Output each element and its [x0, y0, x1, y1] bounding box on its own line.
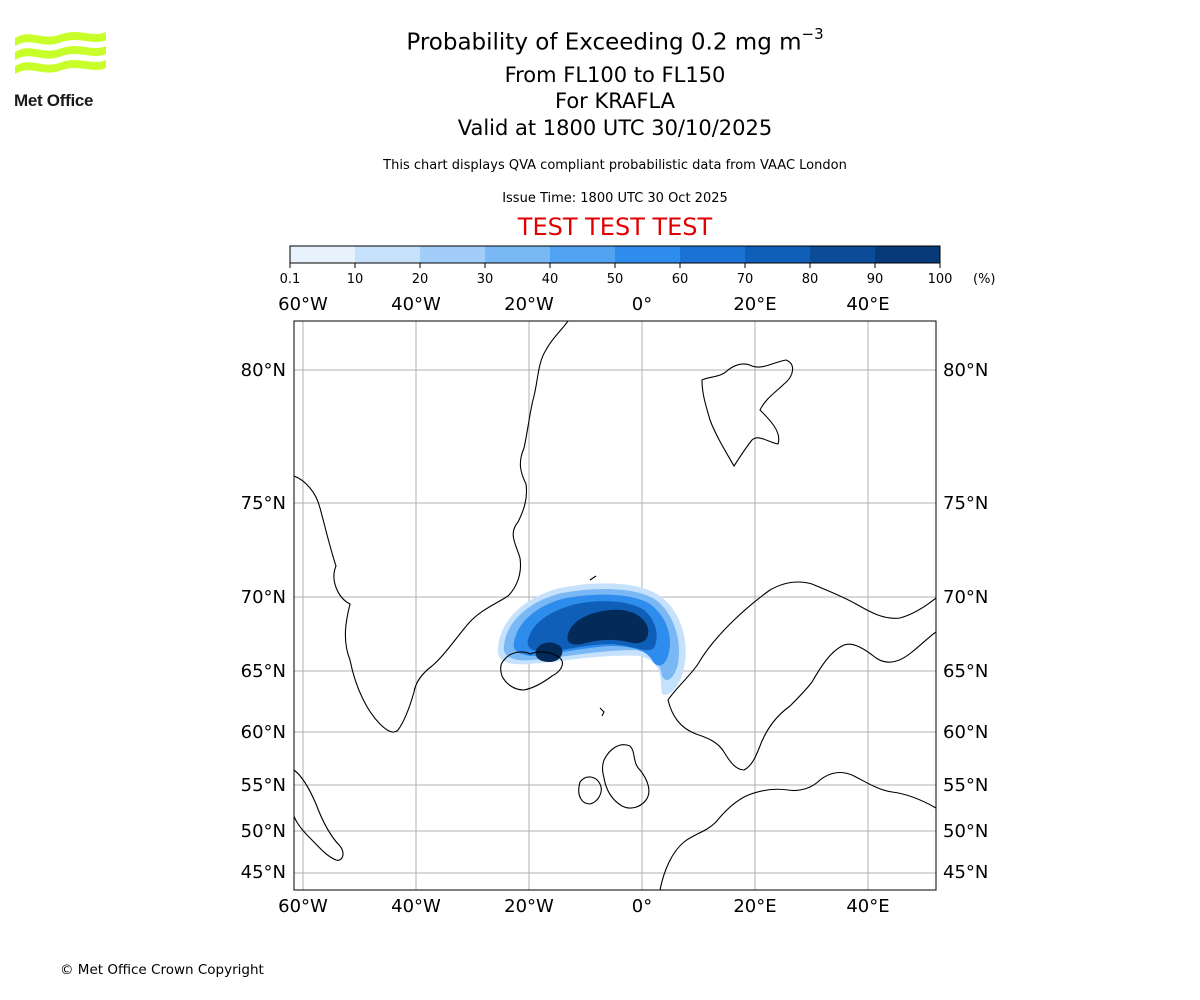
british-isles-coast	[601, 744, 650, 809]
colorbar-cell	[485, 246, 551, 263]
colorbar-tick-label: 30	[477, 272, 494, 287]
lon-label: 40°E	[846, 294, 889, 315]
colorbar-cell	[290, 246, 356, 263]
greenland-coast	[294, 321, 569, 733]
copyright-notice: © Met Office Crown Copyright	[60, 962, 264, 978]
volcano-name: For KRAFLA	[555, 89, 675, 113]
colorbar: 0.1 10 20 30 40 50 60 70 80 90 100 (%)	[280, 245, 996, 287]
jan-mayen	[589, 575, 597, 581]
lat-label: 45°N	[241, 862, 286, 883]
lon-label: 60°W	[278, 294, 328, 315]
lon-label: 20°W	[504, 896, 554, 917]
colorbar-tick-label: 0.1	[280, 272, 301, 287]
lon-label: 40°W	[391, 294, 441, 315]
norway-sweden-coast	[667, 681, 813, 771]
ash-plume	[497, 583, 686, 695]
colorbar-cell	[420, 246, 486, 263]
chart-description: This chart displays QVA compliant probab…	[383, 158, 847, 173]
scandinavia-coast	[667, 581, 936, 701]
plume-source-core	[535, 642, 563, 662]
valid-time: Valid at 1800 UTC 30/10/2025	[457, 116, 773, 140]
wave-icon	[15, 32, 106, 74]
lon-label: 0°	[632, 896, 652, 917]
lon-label: 0°	[632, 294, 652, 315]
colorbar-tick-label: 60	[672, 272, 689, 287]
chart-title: Probability of Exceeding 0.2 mg m−3	[406, 25, 824, 56]
colorbar-tick-label: 80	[802, 272, 819, 287]
colorbar-tick-label: 90	[867, 272, 884, 287]
flight-level-range: From FL100 to FL150	[504, 63, 726, 87]
lat-label: 55°N	[241, 775, 286, 796]
svalbard-coast	[701, 359, 794, 468]
colorbar-cell	[745, 246, 811, 263]
lon-labels-top: 60°W 40°W 20°W 0° 20°E 40°E	[278, 294, 889, 315]
met-office-logo	[15, 32, 106, 74]
lat-label: 80°N	[943, 360, 988, 381]
lon-label: 20°W	[504, 294, 554, 315]
lat-label: 65°N	[241, 661, 286, 682]
map-panel	[293, 320, 937, 891]
colorbar-tick-label: 50	[607, 272, 624, 287]
colorbar-cell	[615, 246, 681, 263]
finland-coast	[811, 631, 936, 683]
ireland-coast	[578, 776, 602, 805]
lat-label: 55°N	[943, 775, 988, 796]
lat-label: 75°N	[241, 493, 286, 514]
lat-labels-left: 80°N 75°N 70°N 65°N 60°N 55°N 50°N 45°N	[241, 360, 286, 883]
lat-label: 65°N	[943, 661, 988, 682]
lat-label: 50°N	[943, 821, 988, 842]
colorbar-tick-label: 100	[928, 272, 953, 287]
plume-band-90	[567, 609, 649, 645]
colorbar-cell	[810, 246, 876, 263]
lon-labels-bottom: 60°W 40°W 20°W 0° 20°E 40°E	[278, 896, 889, 917]
colorbar-tick-label: 20	[412, 272, 429, 287]
lon-label: 40°W	[391, 896, 441, 917]
lat-label: 45°N	[943, 862, 988, 883]
lat-label: 75°N	[943, 493, 988, 514]
lat-label: 60°N	[943, 722, 988, 743]
colorbar-tick-label: 10	[347, 272, 364, 287]
colorbar-tick-label: 70	[737, 272, 754, 287]
lat-label: 50°N	[241, 821, 286, 842]
colorbar-cell	[680, 246, 746, 263]
colorbar-cell	[875, 246, 941, 263]
lat-labels-right: 80°N 75°N 70°N 65°N 60°N 55°N 50°N 45°N	[943, 360, 988, 883]
test-banner: TEST TEST TEST	[517, 213, 713, 241]
issue-time: Issue Time: 1800 UTC 30 Oct 2025	[502, 191, 728, 206]
canada-coast	[294, 769, 344, 861]
faroe-islands	[599, 707, 605, 717]
lat-label: 70°N	[241, 587, 286, 608]
colorbar-unit: (%)	[973, 272, 996, 287]
lon-label: 40°E	[846, 896, 889, 917]
colorbar-cell	[550, 246, 616, 263]
lat-label: 80°N	[241, 360, 286, 381]
coastlines	[294, 321, 936, 890]
lat-label: 60°N	[241, 722, 286, 743]
lon-label: 60°W	[278, 896, 328, 917]
iceland-coast	[500, 651, 563, 691]
logo-wordmark: Met Office	[14, 91, 94, 110]
colorbar-tick-label: 40	[542, 272, 559, 287]
graticule	[294, 321, 936, 890]
europe-coast	[659, 771, 936, 890]
lon-label: 20°E	[733, 294, 776, 315]
lon-label: 20°E	[733, 896, 776, 917]
colorbar-cell	[355, 246, 421, 263]
lat-label: 70°N	[943, 587, 988, 608]
title-exponent: −3	[801, 25, 824, 43]
